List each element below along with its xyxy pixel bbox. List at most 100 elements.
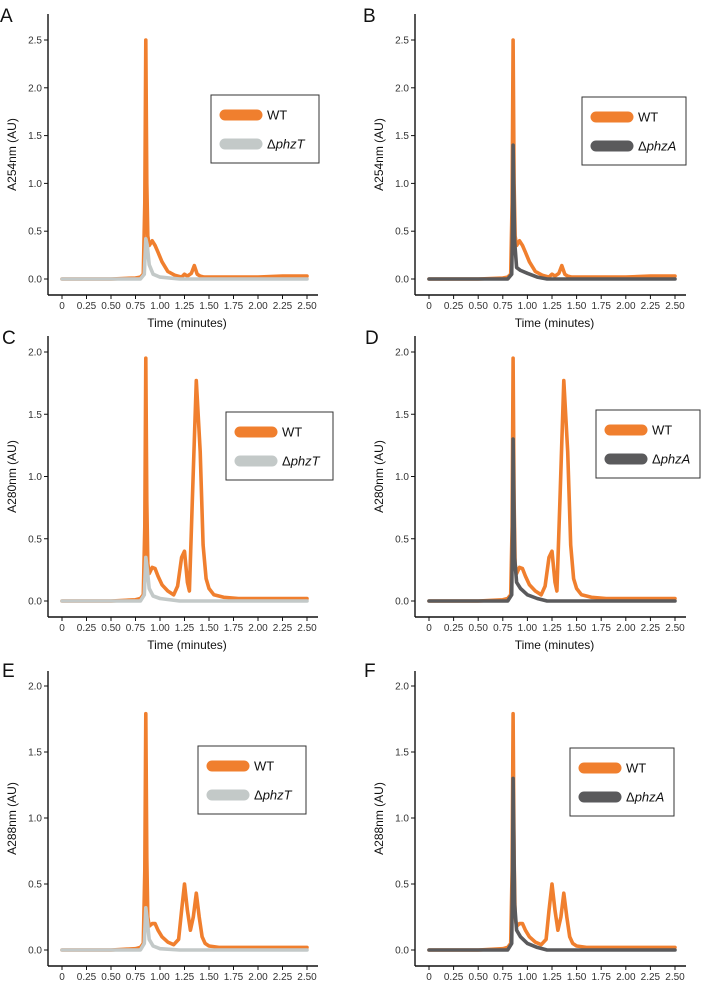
y-tick-label: 1.0	[28, 472, 42, 483]
legend: WT ΔphzT	[225, 411, 334, 481]
x-tick-label: 1.50	[199, 623, 219, 634]
x-tick-label: 0	[426, 301, 432, 312]
x-tick-label: 2.50	[297, 623, 317, 634]
y-tick-label: 0.0	[28, 275, 42, 286]
y-tick-label: 2.0	[395, 682, 409, 693]
x-tick-label: 0.75	[493, 623, 513, 634]
legend: WT ΔphzT	[210, 94, 320, 164]
y-tick-label: 1.0	[395, 179, 409, 190]
x-tick-label: 0.50	[468, 972, 488, 983]
chart-panel-d: D0.00.51.01.52.00 0.25 0.50 0.75 1.00 1.25 1.5…	[365, 328, 701, 652]
x-tick-label: 0.75	[493, 301, 513, 312]
panel-letter: E	[2, 661, 15, 682]
chart-panel-a: A0.00.51.01.52.02.50 0.25 0.50 0.75 1.00 1.25…	[0, 6, 320, 330]
x-axis-title: Time (minutes)	[515, 316, 595, 330]
x-tick-label: 0	[426, 972, 432, 983]
x-tick-label: 0.75	[126, 301, 146, 312]
y-tick-label: 1.0	[28, 814, 42, 825]
x-tick-label: 0.50	[468, 623, 488, 634]
legend-delta: Δ	[267, 137, 276, 152]
y-tick-label: 0.5	[395, 227, 409, 238]
x-tick-label: 2.50	[297, 301, 317, 312]
x-tick-label: 1.00	[518, 972, 538, 983]
x-tick-label: 0.25	[444, 972, 464, 983]
legend-delta: Δ	[652, 452, 661, 467]
x-tick-label: 2.25	[641, 301, 661, 312]
x-tick-label: 0.50	[101, 972, 121, 983]
legend-box	[210, 94, 320, 164]
x-tick-label: 2.25	[273, 972, 293, 983]
x-tick-label: 0.75	[493, 972, 513, 983]
x-tick-label: 0	[59, 972, 65, 983]
legend: WT ΔphzA	[581, 96, 687, 166]
y-tick-label: 1.5	[28, 131, 42, 142]
legend-gene: phzT	[262, 788, 293, 803]
panel-letter: D	[365, 328, 379, 349]
x-tick-label: 1.75	[591, 623, 611, 634]
x-tick-label: 2.00	[616, 972, 636, 983]
x-tick-label: 1.25	[175, 972, 195, 983]
x-tick-label: 1.75	[224, 972, 244, 983]
panel-letter: B	[363, 6, 376, 27]
y-tick-label: 2.0	[395, 348, 409, 359]
x-tick-label: 1.25	[175, 301, 195, 312]
legend: WT ΔphzA	[595, 409, 701, 479]
legend-label: ΔphzA	[652, 452, 690, 467]
x-tick-label: 0.50	[101, 301, 121, 312]
y-tick-label: 2.5	[28, 36, 42, 47]
x-tick-label: 0.75	[126, 623, 146, 634]
panel-letter: F	[364, 661, 376, 682]
y-tick-label: 0.0	[395, 275, 409, 286]
x-tick-label: 0.25	[444, 623, 464, 634]
x-tick-label: 2.00	[248, 301, 268, 312]
x-tick-label: 2.00	[616, 623, 636, 634]
x-tick-label: 1.75	[591, 972, 611, 983]
series-line-wt	[427, 356, 677, 603]
x-tick-label: 0.50	[101, 623, 121, 634]
x-axis-title: Time (minutes)	[515, 638, 595, 652]
y-tick-label: 0.5	[28, 227, 42, 238]
legend-box	[197, 745, 307, 815]
chart-panel-c: C0.00.51.01.52.00 0.25 0.50 0.75 1.00 1.25 1.5…	[2, 328, 334, 652]
x-tick-label: 2.00	[616, 301, 636, 312]
x-tick-label: 0.25	[444, 301, 464, 312]
y-tick-label: 1.5	[28, 410, 42, 421]
legend-label: WT	[254, 759, 274, 774]
x-tick-label: 1.00	[150, 623, 170, 634]
y-axis-title: A288nm (AU)	[5, 782, 19, 855]
x-tick-label: 2.00	[248, 972, 268, 983]
y-tick-label: 1.0	[28, 179, 42, 190]
legend-gene: phzA	[646, 139, 677, 154]
legend-delta: Δ	[254, 788, 263, 803]
y-tick-label: 0.0	[28, 946, 42, 957]
legend-box	[595, 409, 701, 479]
x-tick-label: 1.25	[542, 301, 562, 312]
x-tick-label: 1.00	[518, 301, 538, 312]
legend-label: ΔphzA	[626, 790, 664, 805]
x-tick-label: 1.25	[542, 972, 562, 983]
x-axis-title: Time (minutes)	[147, 316, 227, 330]
series-line-phzt	[60, 555, 309, 603]
x-tick-label: 2.50	[297, 972, 317, 983]
x-tick-label: 1.75	[591, 301, 611, 312]
x-tick-label: 1.50	[567, 301, 587, 312]
legend-label: WT	[282, 425, 302, 440]
y-axis-title: A254nm (AU)	[372, 118, 386, 191]
x-tick-label: 2.25	[273, 623, 293, 634]
legend-label: ΔphzT	[282, 454, 321, 469]
legend-label: ΔphzT	[254, 788, 293, 803]
x-tick-label: 0	[426, 623, 432, 634]
legend: WT ΔphzA	[569, 747, 675, 817]
y-tick-label: 2.0	[28, 348, 42, 359]
y-tick-label: 0.5	[28, 534, 42, 545]
x-tick-label: 2.50	[665, 301, 685, 312]
chart-panel-e: E0.00.51.01.52.00 0.25 0.50 0.75 1.00 1.25 1.5…	[2, 661, 318, 983]
y-tick-label: 0.0	[395, 597, 409, 608]
chart-panel-b: B0.00.51.01.52.02.50 0.25 0.50 0.75 1.00 1.25…	[363, 6, 687, 330]
legend: WT ΔphzT	[197, 745, 307, 815]
y-tick-label: 1.5	[395, 410, 409, 421]
panel-letter: A	[0, 6, 13, 27]
legend-label: ΔphzA	[638, 139, 676, 154]
series-line-phza	[427, 143, 677, 281]
x-tick-label: 0.25	[77, 301, 97, 312]
